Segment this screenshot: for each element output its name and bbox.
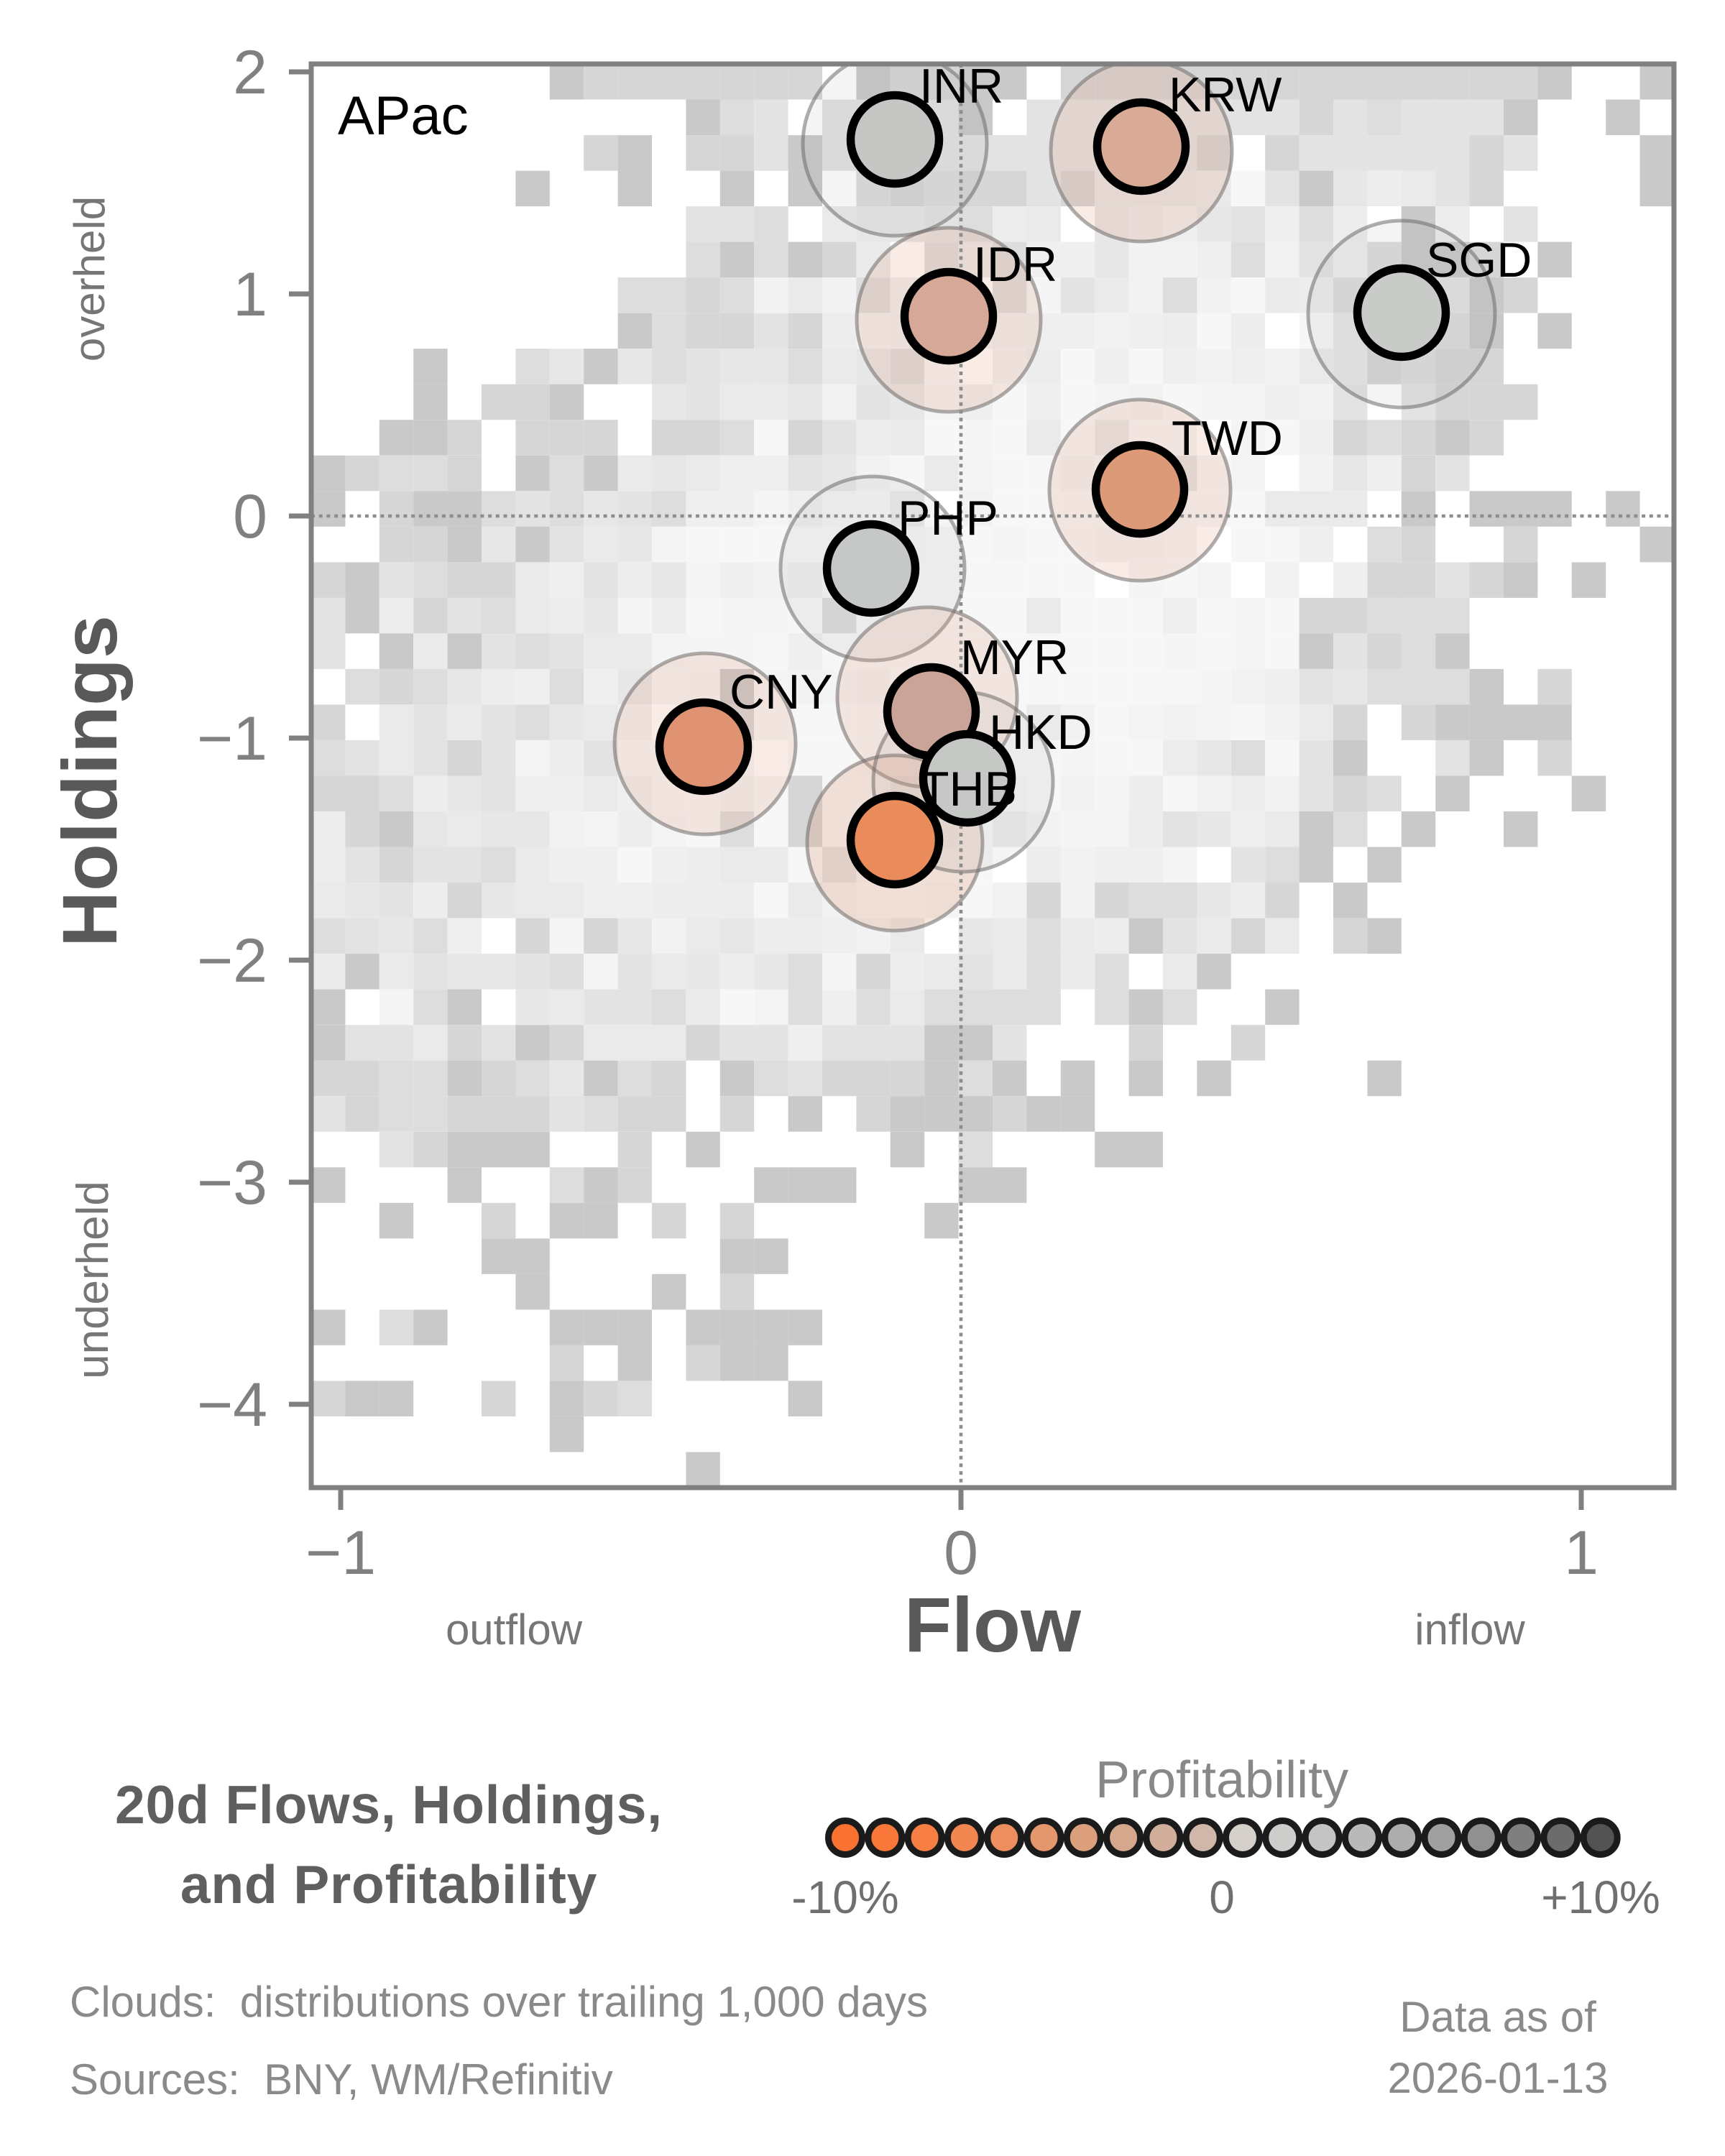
svg-text:Holdings: Holdings [46,615,133,947]
svg-text:SGD: SGD [1426,233,1532,287]
svg-text:−4: −4 [197,1370,267,1439]
svg-text:HKD: HKD [989,705,1092,760]
svg-text:−3: −3 [197,1148,267,1217]
svg-text:−2: −2 [197,926,267,995]
svg-text:inflow: inflow [1414,1606,1525,1654]
svg-text:1: 1 [1564,1519,1598,1588]
svg-text:+10%: +10% [1541,1871,1660,1923]
svg-text:KRW: KRW [1169,68,1282,122]
svg-text:0: 0 [1209,1871,1235,1923]
svg-text:MYR: MYR [960,630,1069,685]
svg-text:−1: −1 [305,1519,376,1588]
svg-text:underheld: underheld [68,1181,118,1379]
svg-text:APac: APac [338,86,469,147]
svg-text:20d Flows, Holdings,: 20d Flows, Holdings, [115,1774,663,1835]
svg-text:and Profitability: and Profitability [180,1854,597,1915]
svg-text:1: 1 [233,260,267,329]
svg-text:2: 2 [233,38,267,107]
svg-text:Sources: BNY, WM/Refinitiv: Sources: BNY, WM/Refinitiv [70,2055,613,2104]
svg-text:overheld: overheld [65,196,114,361]
svg-text:PHP: PHP [898,491,998,545]
svg-text:INR: INR [919,59,1003,114]
svg-text:Profitability: Profitability [1095,1751,1348,1809]
svg-text:2026-01-13: 2026-01-13 [1388,2054,1609,2102]
svg-text:Flow: Flow [904,1581,1082,1668]
svg-text:−1: −1 [197,704,267,773]
svg-text:CNY: CNY [730,665,833,719]
svg-text:IDR: IDR [973,237,1057,292]
svg-text:Clouds: distributions over tr: Clouds: distributions over trailing 1,00… [70,1978,928,2026]
svg-text:0: 0 [944,1519,978,1588]
svg-text:0: 0 [233,482,267,551]
svg-text:TWD: TWD [1172,411,1283,466]
svg-text:Data as of: Data as of [1399,1993,1596,2041]
svg-text:-10%: -10% [791,1871,898,1923]
svg-text:outflow: outflow [446,1606,583,1654]
svg-text:THB: THB [919,762,1017,816]
